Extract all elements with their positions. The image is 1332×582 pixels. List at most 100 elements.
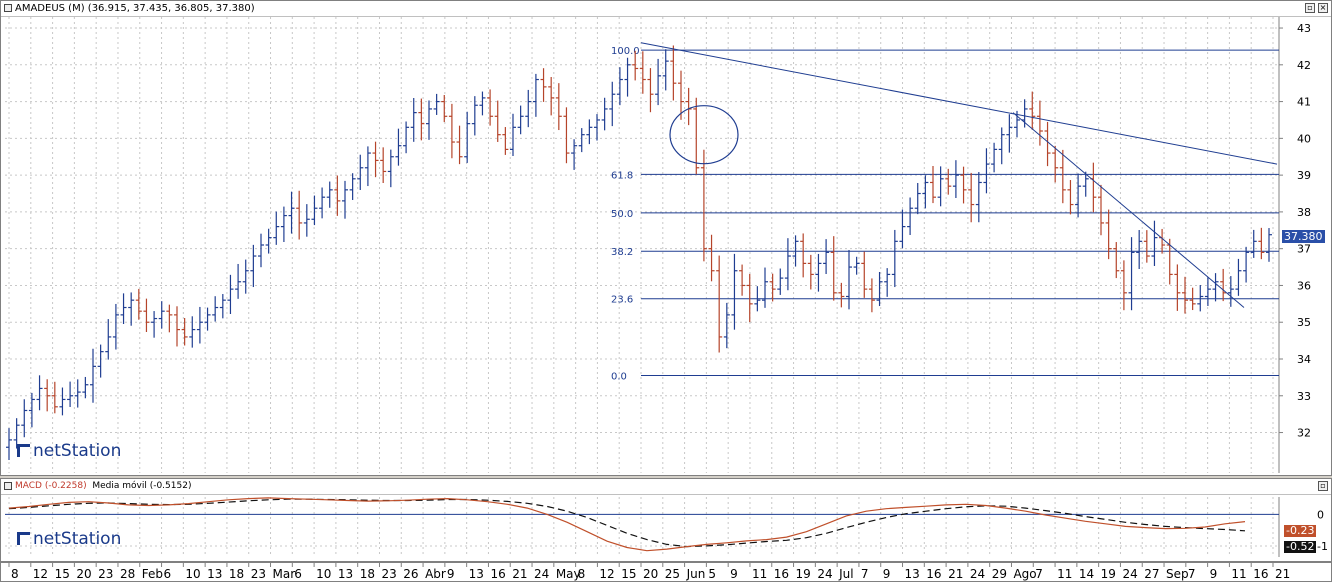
date-tick-label: 13 (905, 567, 920, 581)
date-tick-label: 14 (1079, 567, 1094, 581)
price-tick-label: 35 (1297, 316, 1311, 329)
price-tick-label: 43 (1297, 22, 1311, 35)
fibonacci-label: 38.2 (611, 247, 633, 258)
date-tick-label: 10 (316, 567, 331, 581)
date-tick-label: 9 (1210, 567, 1218, 581)
last-price-tag: 37.380 (1282, 230, 1325, 243)
macd-chart: 0 -1 (5, 497, 1328, 557)
date-tick-label: 23 (381, 567, 396, 581)
date-tick-label: 24 (1122, 567, 1137, 581)
date-tick-label: Jul (838, 567, 853, 581)
price-title-values: (36.915, 37.435, 36.805, 37.380) (87, 3, 255, 14)
date-tick-label: 21 (948, 567, 963, 581)
netstation-logo-icon (17, 444, 30, 457)
date-tick-label: 20 (76, 567, 91, 581)
logo-text: netStation (33, 529, 122, 549)
date-tick-label: 18 (229, 567, 244, 581)
macd-title-label: MACD (-0.2258) (15, 481, 87, 491)
window-menu-icon[interactable] (4, 482, 12, 490)
date-tick-label: 15 (55, 567, 70, 581)
macd-tick-label: -1 (1317, 540, 1328, 553)
date-tick-label: 24 (970, 567, 985, 581)
date-tick-label: 29 (992, 567, 1007, 581)
date-tick-label: 24 (534, 567, 549, 581)
macd-signal-line (8, 498, 1246, 548)
macd-ma-label: Media móvil (-0.5152) (92, 481, 192, 491)
date-tick-label: 7 (861, 567, 869, 581)
date-tick-label: 23 (98, 567, 113, 581)
date-tick-label: 11 (752, 567, 767, 581)
price-tick-label: 33 (1297, 390, 1311, 403)
price-tick-label: 41 (1297, 96, 1311, 109)
date-tick-label: 27 (1144, 567, 1159, 581)
price-tick-label: 32 (1297, 427, 1311, 440)
date-tick-label: 18 (360, 567, 375, 581)
date-tick-label: 7 (1035, 567, 1043, 581)
price-tick-label: 38 (1297, 206, 1311, 219)
date-tick-label: 15 (621, 567, 636, 581)
date-tick-label: 28 (120, 567, 135, 581)
date-tick-label: 6 (164, 567, 172, 581)
date-tick-label: 5 (708, 567, 716, 581)
window-menu-icon[interactable] (4, 4, 12, 12)
trend-line-long (640, 42, 1278, 165)
close-icon[interactable]: × (1318, 3, 1328, 13)
macd-tick-label: 0 (1317, 508, 1324, 521)
date-tick-label: 6 (294, 567, 302, 581)
date-tick-label: 16 (926, 567, 941, 581)
date-tick-label: 21 (512, 567, 527, 581)
price-chart: 32 33 34 35 36 37 38 39 40 41 42 43 100.0 61.8 50.0 38.… (5, 17, 1311, 473)
date-tick-label: 16 (490, 567, 505, 581)
date-tick-label: 26 (403, 567, 418, 581)
date-tick-label: 16 (1253, 567, 1268, 581)
macd-value-tag: -0.23 (1284, 524, 1317, 537)
price-tick-label: 37 (1297, 243, 1311, 256)
logo-text: netStation (33, 441, 122, 461)
date-tick-label: 12 (599, 567, 614, 581)
date-tick-label: 16 (774, 567, 789, 581)
price-tick-label: 40 (1297, 132, 1311, 145)
restore-icon[interactable]: ▫ (1318, 481, 1328, 491)
date-tick-label: 24 (817, 567, 832, 581)
date-tick-label: 21 (1275, 567, 1290, 581)
netstation-logo-macd: netStation (17, 529, 121, 549)
date-tick-label: Abr (425, 567, 446, 581)
date-tick-label: 23 (251, 567, 266, 581)
restore-icon[interactable]: ▫ (1305, 3, 1315, 13)
date-tick-label: Jun (686, 567, 706, 581)
netstation-logo-icon (17, 532, 30, 545)
fibonacci-label: 100.0 (611, 46, 640, 57)
macd-title-bar: MACD (-0.2258) Media móvil (-0.5152) ▫ (1, 479, 1331, 495)
date-tick-label: 10 (185, 567, 200, 581)
macd-line (8, 497, 1246, 552)
price-tick-label: 34 (1297, 353, 1311, 366)
signal-value-tag: -0.52 (1284, 540, 1317, 553)
date-tick-label: Mar (273, 567, 296, 581)
date-tick-label: 19 (796, 567, 811, 581)
date-tick-label: 7 (1188, 567, 1196, 581)
date-tick-label: 9 (730, 567, 738, 581)
price-tick-label: 42 (1297, 59, 1311, 72)
date-tick-label: 9 (447, 567, 455, 581)
trend-line-short (1012, 112, 1245, 308)
price-tick-label: 36 (1297, 279, 1311, 292)
date-tick-label: 12 (33, 567, 48, 581)
date-tick-label: 9 (883, 567, 891, 581)
date-tick-label: 8 (578, 567, 586, 581)
date-tick-label: 20 (643, 567, 658, 581)
price-chart-panel[interactable]: AMADEUS (M) (36.915, 37.435, 36.805, 37.… (0, 0, 1332, 476)
date-tick-label: 11 (1057, 567, 1072, 581)
date-axis: 8 12 15 20 23 28 Feb 6 10 13 18 23 Mar 6 10 13 18 23 26 Abr… (0, 562, 1332, 582)
date-tick-label: Ago (1013, 567, 1036, 581)
fibonacci-label: 50.0 (611, 209, 633, 220)
fibonacci-label: 61.8 (611, 170, 633, 181)
date-tick-label: 13 (207, 567, 222, 581)
price-tick-label: 39 (1297, 169, 1311, 182)
date-tick-label: 13 (469, 567, 484, 581)
date-tick-label: May (556, 567, 581, 581)
date-tick-label: 8 (11, 567, 19, 581)
netstation-logo: netStation (17, 441, 121, 461)
date-tick-label: 13 (338, 567, 353, 581)
date-tick-label: 25 (665, 567, 680, 581)
macd-panel[interactable]: MACD (-0.2258) Media móvil (-0.5152) ▫ 0… (0, 478, 1332, 562)
